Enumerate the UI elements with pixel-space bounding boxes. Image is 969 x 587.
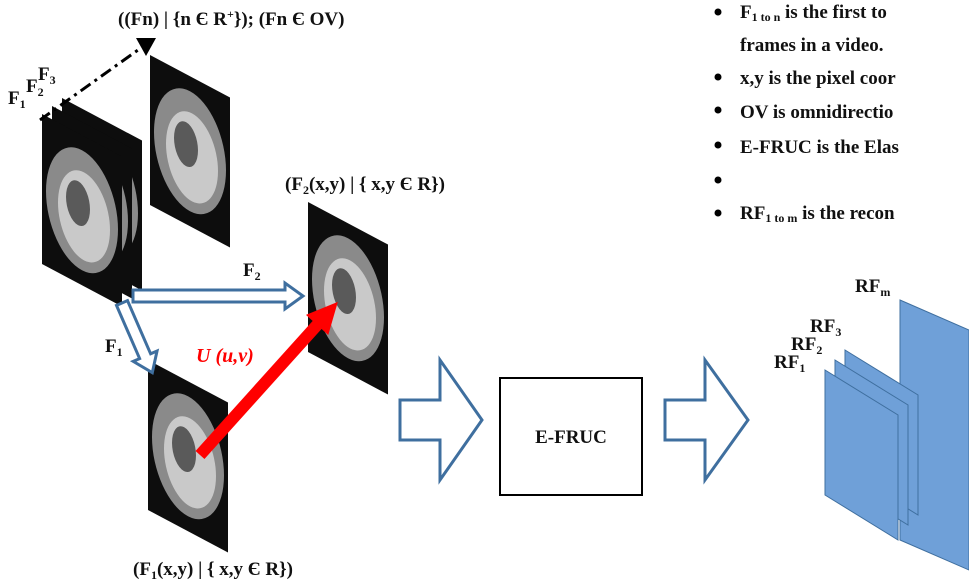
text-part: (F	[285, 174, 303, 195]
output-label: RF3	[810, 316, 841, 339]
text-part: 1 to n	[752, 10, 781, 24]
text-part: 1	[20, 97, 26, 111]
text-part: 3	[835, 325, 841, 339]
box-label: E-FRUC	[535, 427, 607, 448]
text-part: 1 to m	[765, 211, 797, 225]
triangle	[136, 38, 156, 56]
bullets: F1 to n is the first to frames in a vide…	[715, 2, 899, 225]
text-part: RF	[774, 352, 799, 373]
arrow-f2	[133, 283, 303, 309]
text-part: F	[38, 64, 50, 85]
frame-stack	[42, 98, 142, 307]
bullet: F1 to n is the first to	[740, 2, 887, 24]
text-part: RF	[810, 316, 835, 337]
text-part: RF	[855, 276, 880, 297]
text-part: m	[880, 285, 890, 299]
text-part: is the first to	[780, 2, 887, 23]
stack-label: F1	[8, 88, 26, 111]
output-frames	[825, 300, 969, 570]
motion-label: U (u,v)	[196, 345, 254, 367]
frame-f1	[148, 360, 228, 553]
big-arrow	[665, 360, 748, 480]
bullet: RF1 to m is the recon	[740, 203, 895, 225]
text-part: is the recon	[797, 203, 895, 224]
text-part: (x,y) | { x,y Є R})	[309, 174, 445, 195]
bullet: E-FRUC is the Elas	[740, 137, 899, 158]
text-part: 1	[799, 361, 805, 375]
text-part: (x,y) | { x,y Є R})	[157, 559, 293, 580]
text-part: 2	[255, 269, 261, 283]
text-part: F	[8, 88, 20, 109]
text-part: F	[243, 260, 255, 281]
diagram: ((Fn) | {n Є R+}); (Fn Є OV) F1 F2 F3 (F…	[0, 0, 969, 587]
bullet: frames in a video.	[740, 35, 884, 56]
text-part: 3	[50, 73, 56, 87]
big-arrow	[400, 360, 482, 480]
stack-label: F3	[38, 64, 56, 87]
text-part: 2	[38, 85, 44, 99]
motion-arrow	[189, 292, 349, 465]
text-part: RF	[791, 334, 816, 355]
text-part: ((Fn) | {n Є R	[118, 9, 227, 30]
text-part: F	[26, 76, 38, 97]
text-part: }); (Fn Є OV)	[234, 9, 345, 30]
frame1-label: (F1(x,y) | { x,y Є R})	[133, 559, 293, 582]
frame-f2	[308, 202, 388, 395]
text-part: F	[740, 2, 752, 23]
text-part: F	[105, 336, 117, 357]
top-label: ((Fn) | {n Є R+}); (Fn Є OV)	[118, 7, 344, 30]
frame2-label: (F2(x,y) | { x,y Є R})	[285, 174, 445, 197]
text-part: (F	[133, 559, 151, 580]
frame-f3	[150, 55, 230, 248]
output-label: RF1	[774, 352, 805, 375]
output-label: RFm	[855, 276, 890, 299]
text-part: 2	[816, 343, 822, 357]
dash-line	[40, 45, 145, 120]
text-part: RF	[740, 203, 765, 224]
text-part: 1	[117, 345, 123, 359]
arrow-label: F1	[105, 336, 123, 359]
output-label: RF2	[791, 334, 822, 357]
bullet: OV is omnidirectio	[740, 102, 893, 123]
arrow-label: F2	[243, 260, 261, 283]
bullet: x,y is the pixel coor	[740, 68, 896, 89]
